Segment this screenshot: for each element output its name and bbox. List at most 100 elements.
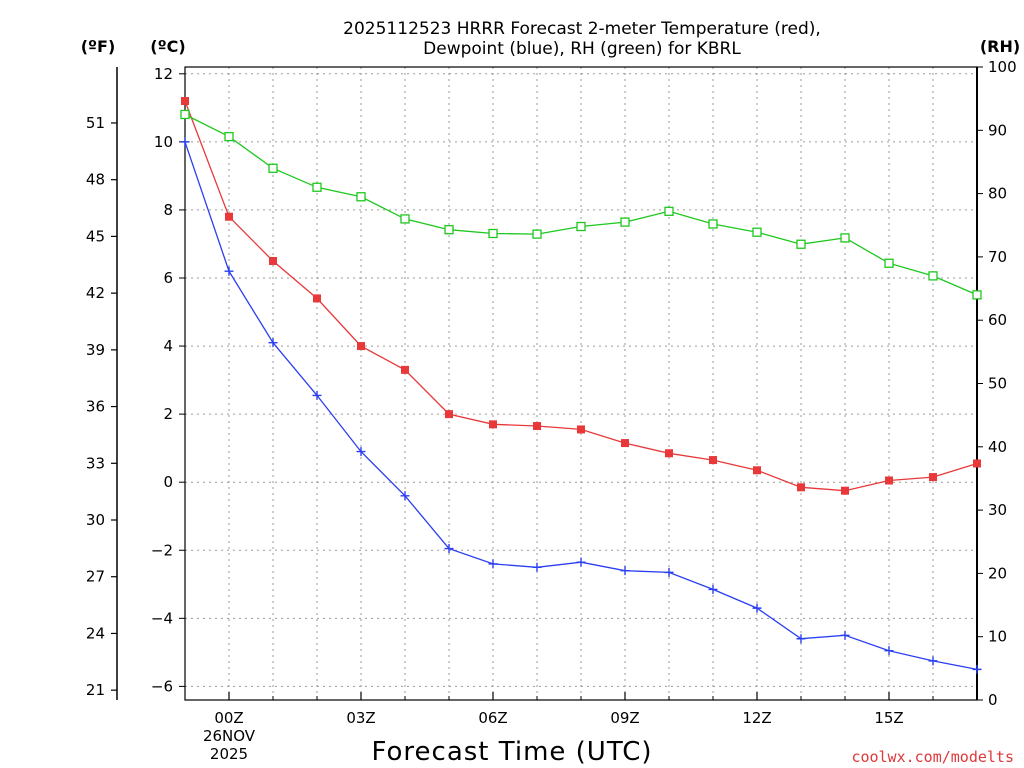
celsius-tick-label: 12 (154, 65, 173, 83)
fahrenheit-tick-label: 24 (86, 624, 105, 642)
fahrenheit-tick-label: 36 (86, 398, 105, 416)
rh-point (664, 206, 674, 216)
fahrenheit-tick-label: 48 (86, 171, 105, 189)
x-tick-label: 09Z (610, 709, 639, 727)
dewpoint-point (268, 338, 278, 348)
rh-tick-label: 40 (988, 438, 1007, 456)
x-axis-title: Forecast Time (UTC) (371, 737, 652, 767)
temperature-point (973, 459, 981, 468)
rh-point (972, 290, 982, 300)
dewpoint-point (708, 584, 718, 594)
chart-title: 2025112523 HRRR Forecast 2-meter Tempera… (343, 19, 821, 59)
dewpoint-point (928, 656, 938, 666)
grid (185, 67, 977, 700)
dewpoint-point (884, 646, 894, 656)
rh-point (180, 109, 190, 120)
celsius-tick-label: 0 (163, 473, 173, 491)
rh-point (840, 233, 850, 243)
dewpoint-point (532, 562, 542, 572)
x-tick-label: 06Z (478, 709, 507, 727)
rh-point (444, 225, 454, 235)
celsius-unit-label: (ºC) (150, 37, 185, 56)
celsius-tick-label: 2 (163, 405, 173, 423)
x-tick-year-label: 2025 (210, 745, 248, 763)
rh-point (928, 271, 938, 281)
celsius-tick-label: −2 (151, 541, 173, 559)
temperature-point (621, 439, 629, 448)
celsius-tick-label: −4 (151, 609, 173, 627)
dewpoint-point (796, 634, 806, 644)
series-rh (180, 109, 982, 300)
rh-point (796, 239, 806, 249)
rh-point (576, 221, 586, 232)
fahrenheit-tick-label: 51 (86, 114, 105, 132)
rh-tick-label: 10 (988, 628, 1007, 646)
temperature-point (885, 476, 893, 485)
dewpoint-point (752, 603, 762, 613)
temperature-point (401, 365, 409, 374)
celsius-tick-label: 10 (154, 133, 173, 151)
dewpoint-point (444, 544, 454, 554)
series-dewpoint (180, 137, 982, 674)
temperature-point (489, 420, 497, 429)
dewpoint-point (356, 447, 366, 457)
rh-tick-label: 100 (988, 58, 1017, 76)
dewpoint-point (620, 566, 630, 576)
rh-tick-label: 20 (988, 564, 1007, 582)
temperature-point (445, 410, 453, 419)
temperature-point (269, 256, 277, 265)
series-temperature (181, 97, 981, 495)
rh-point (752, 227, 762, 237)
chart-title-line1: 2025112523 HRRR Forecast 2-meter Tempera… (343, 19, 821, 39)
fahrenheit-tick-label: 33 (86, 454, 105, 472)
celsius-tick-label: 4 (163, 337, 173, 355)
fahrenheit-tick-label: 21 (86, 681, 105, 699)
dewpoint-point (840, 630, 850, 640)
rh-point (488, 228, 498, 239)
temperature-point (181, 97, 189, 106)
x-tick-date-label: 26NOV (203, 727, 256, 745)
dewpoint-point (180, 137, 190, 147)
rh-tick-label: 0 (988, 691, 998, 709)
temperature-point (577, 425, 585, 434)
temperature-point (357, 342, 365, 351)
rh-point (312, 182, 322, 192)
temperature-point (753, 466, 761, 475)
temperature-point (665, 449, 673, 458)
fahrenheit-tick-label: 27 (86, 568, 105, 586)
temperature-point (225, 212, 233, 221)
rh-tick-label: 60 (988, 311, 1007, 329)
dewpoint-point (312, 390, 322, 400)
dewpoint-point (224, 266, 234, 276)
temperature-point (709, 456, 717, 465)
chart-title-line2: Dewpoint (blue), RH (green) for KBRL (423, 39, 741, 59)
rh-tick-label: 30 (988, 501, 1007, 519)
plot-frame (184, 66, 978, 701)
celsius-tick-label: 8 (163, 201, 173, 219)
rh-point (268, 163, 278, 173)
rh-point (620, 217, 630, 227)
rh-point (356, 192, 366, 202)
series (180, 97, 982, 674)
rh-tick-label: 50 (988, 375, 1007, 393)
rh-tick-label: 80 (988, 185, 1007, 203)
fahrenheit-unit-label: (ºF) (81, 37, 116, 56)
temperature-point (797, 483, 805, 492)
temperature-point (841, 486, 849, 495)
dewpoint-point (400, 491, 410, 501)
rh-point (532, 229, 542, 239)
celsius-tick-label: 6 (163, 269, 173, 287)
rh-point (224, 131, 234, 142)
credit-link[interactable]: coolwx.com/modelts (851, 748, 1014, 766)
dewpoint-point (664, 567, 674, 577)
rh-point (400, 214, 410, 224)
fahrenheit-tick-label: 45 (86, 227, 105, 245)
x-tick-label: 03Z (346, 709, 375, 727)
fahrenheit-tick-label: 42 (86, 284, 105, 302)
x-tick-label: 12Z (742, 709, 771, 727)
temperature-point (533, 422, 541, 431)
temperature-point (313, 294, 321, 303)
dewpoint-point (576, 557, 586, 567)
celsius-tick-label: −6 (151, 677, 173, 695)
